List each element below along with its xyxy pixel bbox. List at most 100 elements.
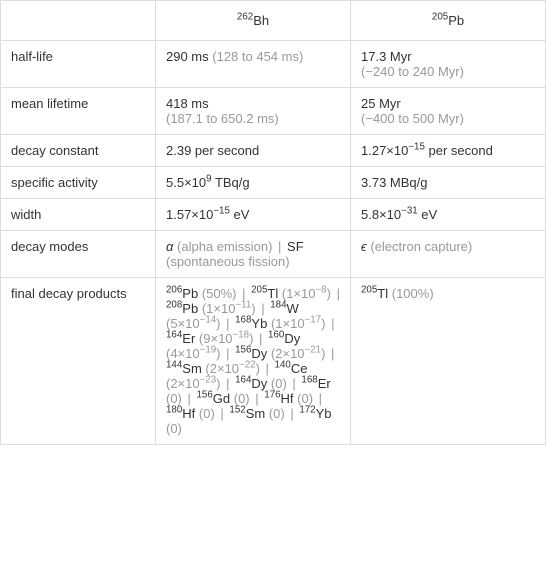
element-symbol: Yb xyxy=(251,316,267,331)
exponent: −14 xyxy=(200,315,217,326)
mode-description: (electron capture) xyxy=(370,239,472,254)
cell-value: 1.57×10−15 eV xyxy=(156,199,351,231)
unit: eV xyxy=(230,207,250,222)
mass-number: 262 xyxy=(237,12,253,23)
row-label: half-life xyxy=(1,41,156,88)
cell-value: 418 ms (187.1 to 650.2 ms) xyxy=(156,88,351,135)
element-symbol: Dy xyxy=(284,331,300,346)
mantissa: 1.57×10 xyxy=(166,207,213,222)
range-value: (−240 to 240 Myr) xyxy=(361,64,535,79)
cell-value: 17.3 Myr (−240 to 240 Myr) xyxy=(351,41,546,88)
mode-description: (spontaneous fission) xyxy=(166,254,290,269)
element-symbol: Pb xyxy=(182,286,198,301)
decay-product: 205Tl (1×10−8) xyxy=(251,286,331,301)
mass-number: 168 xyxy=(301,375,317,386)
main-value: 418 ms xyxy=(166,96,340,111)
exponent: −31 xyxy=(401,206,418,217)
empty-header xyxy=(1,1,156,41)
range-value: (128 to 454 ms) xyxy=(212,49,303,64)
element-symbol: W xyxy=(287,301,299,316)
main-value: 290 ms xyxy=(166,49,209,64)
main-value: 17.3 Myr xyxy=(361,49,535,64)
mass-number: 205 xyxy=(361,285,377,296)
element-symbol: Hf xyxy=(281,391,294,406)
element-symbol: Hf xyxy=(182,406,195,421)
percentage: (100%) xyxy=(392,286,434,301)
exponent: −23 xyxy=(200,375,217,386)
decay-product: 180Hf (0) xyxy=(166,406,215,421)
mass-number: 184 xyxy=(270,300,286,311)
mass-number: 205 xyxy=(432,12,448,23)
row-label: mean lifetime xyxy=(1,88,156,135)
cell-value: α (alpha emission) | SF (spontaneous fis… xyxy=(156,231,351,278)
mantissa: 5.8×10 xyxy=(361,207,401,222)
nuclide-comparison-table: 262Bh 205Pb half-life 290 ms (128 to 454… xyxy=(0,0,546,445)
mass-number: 180 xyxy=(166,405,182,416)
separator: | xyxy=(262,361,273,376)
fraction: (1×10−8) xyxy=(282,286,331,301)
element-symbol: Pb xyxy=(448,13,464,28)
range-value: (−400 to 500 Myr) xyxy=(361,111,535,126)
exponent: −15 xyxy=(408,142,425,153)
separator: | xyxy=(258,301,269,316)
mode-symbol: SF xyxy=(287,239,304,254)
separator: | xyxy=(255,331,266,346)
mass-number: 205 xyxy=(251,285,267,296)
separator: | xyxy=(252,391,263,406)
mode-symbol: ϵ xyxy=(361,239,367,254)
exponent: −22 xyxy=(239,360,256,371)
cell-value: 290 ms (128 to 454 ms) xyxy=(156,41,351,88)
cell-value: 25 Myr (−400 to 500 Myr) xyxy=(351,88,546,135)
row-label: specific activity xyxy=(1,167,156,199)
exponent: −17 xyxy=(305,315,322,326)
mass-number: 168 xyxy=(235,315,251,326)
mode-description: (alpha emission) xyxy=(177,239,272,254)
separator: | xyxy=(217,406,228,421)
element-symbol: Tl xyxy=(377,286,388,301)
row-label: final decay products xyxy=(1,278,156,445)
mass-number: 156 xyxy=(235,345,251,356)
mass-number: 152 xyxy=(229,405,245,416)
row-label: width xyxy=(1,199,156,231)
mass-number: 208 xyxy=(166,300,182,311)
cell-value: 5.5×109 TBq/g xyxy=(156,167,351,199)
mass-number: 140 xyxy=(275,360,291,371)
main-value: 25 Myr xyxy=(361,96,535,111)
row-label: decay modes xyxy=(1,231,156,278)
header-row: 262Bh 205Pb xyxy=(1,1,546,41)
percentage: (0) xyxy=(269,406,285,421)
row-final-decay-products: final decay products 206Pb (50%) | 205Tl… xyxy=(1,278,546,445)
cell-value: 1.27×10−15 per second xyxy=(351,135,546,167)
mass-number: 176 xyxy=(264,390,280,401)
element-symbol: Sm xyxy=(246,406,266,421)
element-symbol: Bh xyxy=(253,13,269,28)
unit: TBq/g xyxy=(212,175,250,190)
separator: | xyxy=(289,376,300,391)
cell-value: 206Pb (50%) | 205Tl (1×10−8) | 208Pb (1×… xyxy=(156,278,351,445)
column-header-pb205: 205Pb xyxy=(351,1,546,41)
mantissa: 1.27×10 xyxy=(361,143,408,158)
row-mean-lifetime: mean lifetime 418 ms (187.1 to 650.2 ms)… xyxy=(1,88,546,135)
row-width: width 1.57×10−15 eV 5.8×10−31 eV xyxy=(1,199,546,231)
element-symbol: Yb xyxy=(316,406,332,421)
decay-product: 152Sm (0) xyxy=(229,406,284,421)
exponent: −8 xyxy=(315,285,326,296)
cell-value: ϵ (electron capture) xyxy=(351,231,546,278)
mode-symbol: α xyxy=(166,239,173,254)
element-symbol: Er xyxy=(182,331,195,346)
row-label: decay constant xyxy=(1,135,156,167)
cell-value: 5.8×10−31 eV xyxy=(351,199,546,231)
cell-value: 2.39 per second xyxy=(156,135,351,167)
column-header-bh262: 262Bh xyxy=(156,1,351,41)
mass-number: 164 xyxy=(235,375,251,386)
separator: | xyxy=(184,391,195,406)
separator: | xyxy=(327,346,334,361)
separator: | xyxy=(315,391,322,406)
unit: eV xyxy=(418,207,438,222)
exponent: −18 xyxy=(233,330,250,341)
range-value: (187.1 to 650.2 ms) xyxy=(166,111,340,126)
mass-number: 164 xyxy=(166,330,182,341)
separator: | xyxy=(223,346,234,361)
row-half-life: half-life 290 ms (128 to 454 ms) 17.3 My… xyxy=(1,41,546,88)
row-decay-modes: decay modes α (alpha emission) | SF (spo… xyxy=(1,231,546,278)
